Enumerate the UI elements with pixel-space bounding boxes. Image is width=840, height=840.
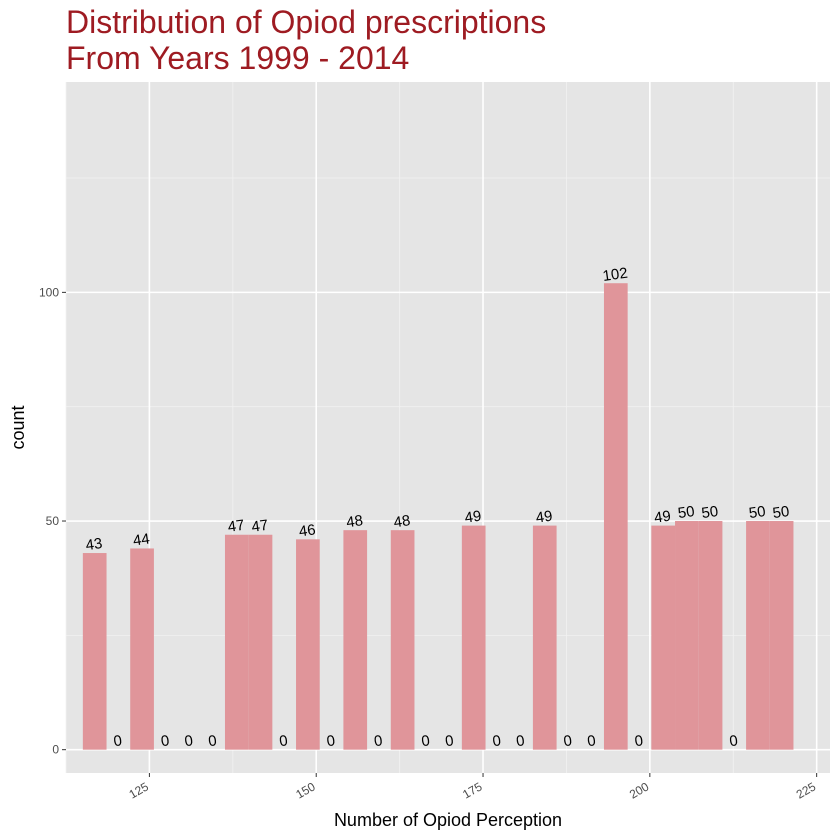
x-tick-label: 200 [627,779,652,801]
x-tick-label: 150 [293,779,318,801]
x-tick-label: 125 [127,779,152,801]
x-tick-label: 175 [460,779,485,801]
bar [224,534,249,750]
bar-value-label: 49 [535,508,554,527]
bar [82,553,107,750]
bar-value-label: 0 [278,732,289,750]
bar [603,283,628,750]
bar-value-label: 0 [515,732,526,750]
y-tick-label: 100 [39,285,59,299]
bar-value-label: 102 [602,265,629,285]
bar-value-label: 49 [653,508,672,527]
bar-value-label: 0 [491,732,502,750]
bar-value-label: 0 [444,732,455,750]
bar-value-label: 0 [184,732,195,750]
bar-value-label: 50 [772,503,791,522]
major-gridlines [66,82,830,773]
bar-value-label: 50 [748,503,767,522]
bar [698,521,723,750]
x-tick-label: 225 [794,779,819,801]
bar [769,521,794,750]
bar [390,530,415,750]
bar [532,525,557,750]
bar-value-label: 0 [112,732,123,750]
y-tick-label: 50 [46,514,60,528]
bar [343,530,368,750]
bar-value-label: 0 [562,732,573,750]
bar-value-label: 48 [345,512,364,531]
bar-value-label: 0 [420,732,431,750]
bar [746,521,770,750]
bar [651,525,676,750]
bar-value-label: 43 [85,535,104,554]
bar-value-label: 44 [132,530,151,549]
bar-value-label: 49 [464,508,483,527]
bar [296,539,320,750]
minor-gridlines [65,82,830,773]
bar [461,525,486,750]
chart-title: Distribution of Opiod prescriptions [66,4,547,40]
bar-value-label: 47 [250,517,269,536]
bar-value-label: 50 [700,503,719,522]
bar-value-label: 47 [227,517,246,536]
y-tick-label: 0 [52,743,59,757]
bar-value-label: 0 [373,732,384,750]
bar-value-label: 0 [160,732,171,750]
bar [675,521,699,750]
x-axis-title: Number of Opiod Perception [334,810,562,830]
chart-subtitle: From Years 1999 - 2014 [66,40,410,76]
y-axis: 0 50 100 [39,285,66,757]
x-axis: 125 150 175 200 225 [127,773,819,802]
bar-value-label: 48 [393,512,412,531]
bar-value-label: 0 [207,732,218,750]
bar-value-label: 0 [586,732,597,750]
bar-value-label: 0 [728,732,739,750]
bar-value-label: 0 [326,732,337,750]
bars [82,283,794,750]
bar [248,534,273,750]
bar-value-label: 46 [298,521,317,540]
bar [130,548,154,750]
bar-value-label: 50 [677,503,696,522]
y-axis-title: count [8,405,28,449]
bar-value-label: 0 [634,732,645,750]
